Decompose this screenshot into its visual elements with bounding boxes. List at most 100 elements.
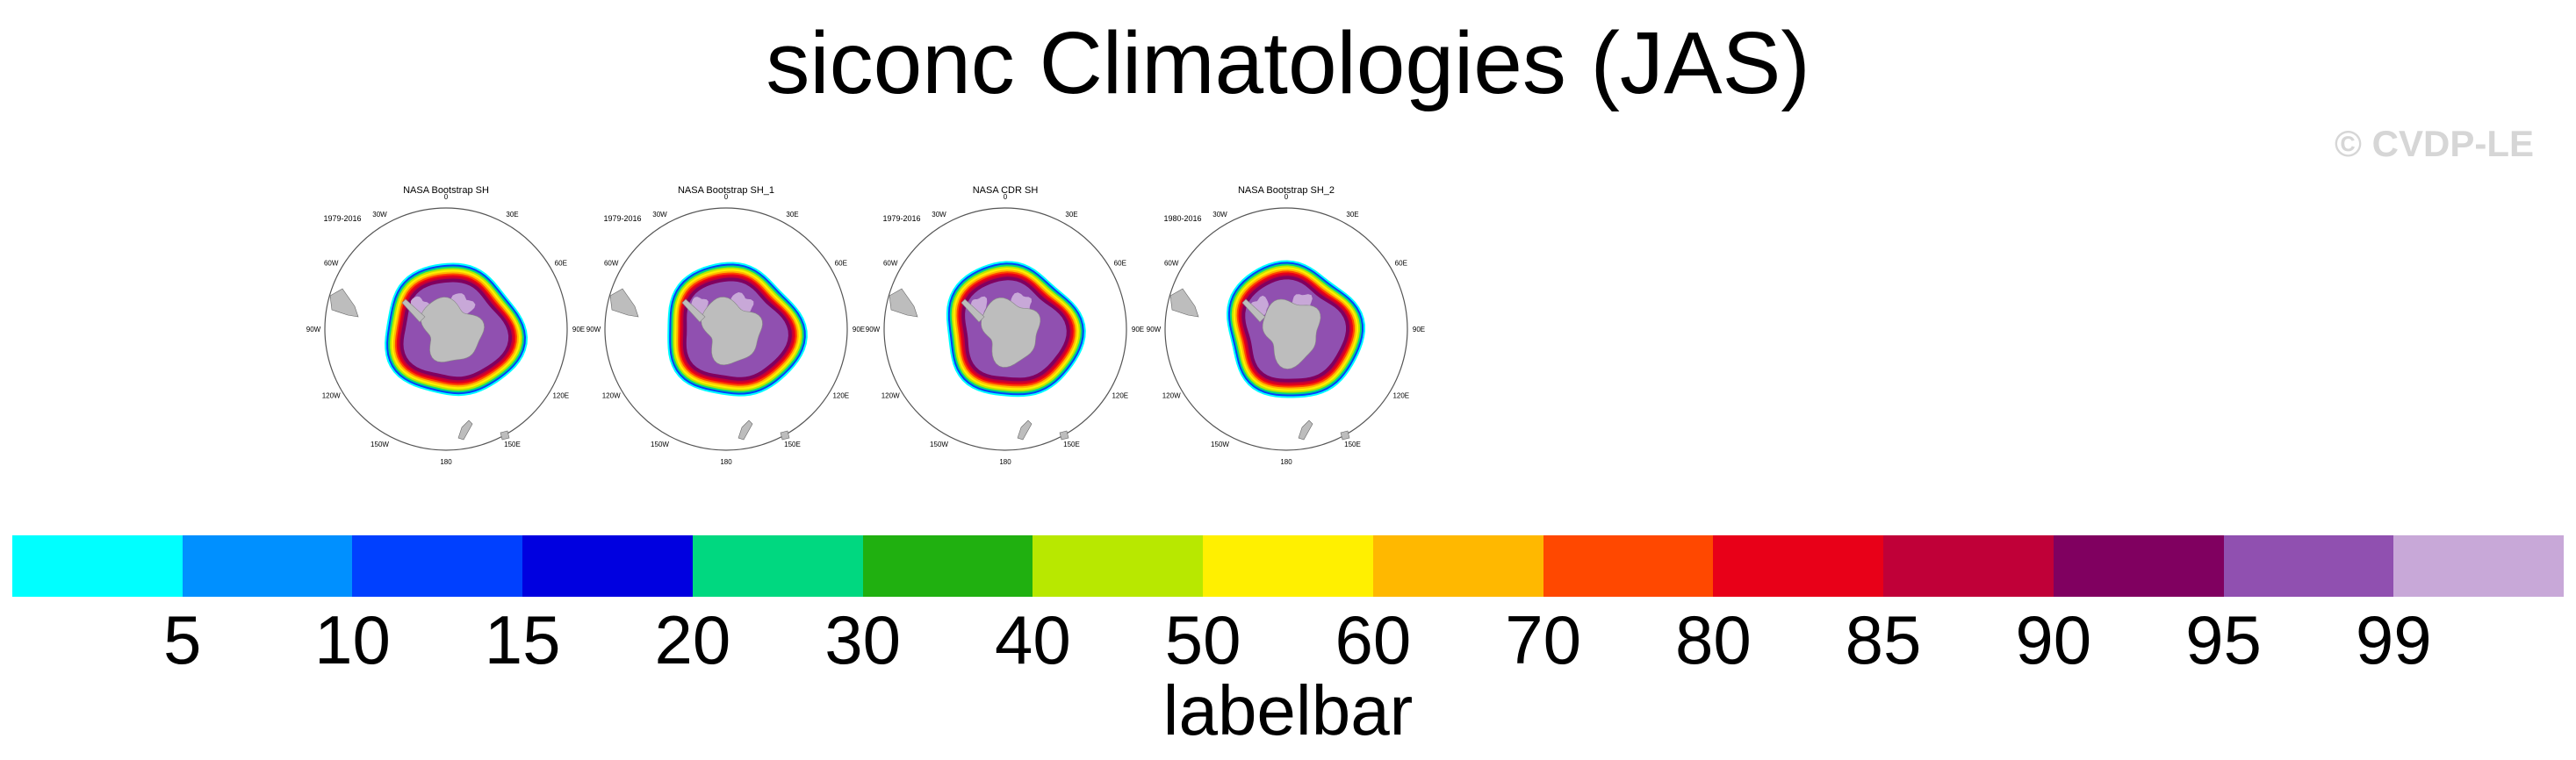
colorbar-box (1372, 535, 1543, 597)
longitude-label: 150E (784, 441, 801, 448)
colorbar-box (1203, 535, 1373, 597)
south-america-land (329, 288, 359, 318)
map-panel: NASA CDR SH 1979-2016 0 30E 60E 90E 120E 150E 18… (866, 185, 1144, 466)
colorbar-tick-label: 40 (995, 601, 1071, 678)
longitude-label: 30W (932, 211, 946, 219)
longitude-label: 180 (1280, 458, 1292, 466)
colorbar-tick-label: 99 (2355, 601, 2432, 678)
longitude-label: 60W (324, 260, 339, 268)
longitude-label: 180 (440, 458, 452, 466)
longitude-label: 0 (724, 193, 729, 201)
tasmania-land (500, 430, 510, 441)
panel-years: 1979-2016 (603, 214, 641, 223)
south-america-land (609, 288, 639, 318)
colorbar-box (352, 535, 523, 597)
longitude-label: 90W (1147, 326, 1162, 333)
longitude-label: 150E (1063, 441, 1080, 448)
longitude-label: 60E (835, 260, 847, 268)
longitude-label: 90E (1132, 326, 1144, 333)
new-zealand-land (457, 419, 473, 441)
panel-title: NASA Bootstrap SH_2 (1238, 185, 1335, 196)
longitude-label: 120E (832, 392, 849, 400)
colorbar-tick-label: 30 (824, 601, 902, 678)
longitude-label: 120W (881, 392, 900, 400)
antarctica-land (1262, 298, 1321, 369)
south-america-land (1169, 288, 1199, 318)
longitude-label: 30W (372, 211, 387, 219)
colorbar-tick-label: 70 (1505, 601, 1581, 678)
panel-years: 1979-2016 (882, 214, 920, 223)
colorbar-box (2393, 535, 2565, 597)
panel-title: NASA CDR SH (973, 185, 1039, 196)
longitude-label: 90E (572, 326, 585, 333)
longitude-label: 60W (1164, 260, 1179, 268)
antarctic-peninsula (961, 298, 985, 323)
longitude-label: 30E (506, 211, 518, 219)
longitude-label: 60E (1114, 260, 1126, 268)
colorbar-box (182, 535, 353, 597)
longitude-label: 90W (306, 326, 321, 333)
longitude-label: 90W (866, 326, 881, 333)
longitude-label: 120E (1112, 392, 1128, 400)
colorbar-box (1543, 535, 1714, 597)
colorbar-box (1883, 535, 2054, 597)
longitude-label: 120W (322, 392, 341, 400)
longitude-label: 90W (586, 326, 601, 333)
longitude-label: 30W (652, 211, 667, 219)
colorbar-box (2053, 535, 2224, 597)
antarctica-land (981, 297, 1041, 368)
antarctic-peninsula (401, 298, 426, 323)
longitude-label: 120W (602, 392, 621, 400)
longitude-label: 150W (930, 441, 948, 448)
panel-years: 1979-2016 (323, 214, 361, 223)
longitude-label: 180 (720, 458, 732, 466)
map-panel: NASA Bootstrap SH_2 1980-2016 0 30E 60E 90E 12… (1147, 185, 1425, 466)
longitude-label: 30E (1065, 211, 1077, 219)
longitude-label: 60E (555, 260, 567, 268)
colorbar-tick-label: 50 (1164, 601, 1241, 678)
new-zealand-land (1298, 419, 1313, 441)
longitude-label: 0 (1284, 193, 1289, 201)
new-zealand-land (1017, 419, 1033, 441)
longitude-label: 30E (786, 211, 798, 219)
longitude-label: 0 (444, 193, 449, 201)
longitude-label: 120W (1162, 392, 1181, 400)
figure-title: siconc Climatologies (JAS) (766, 14, 1810, 112)
colorbar-box (12, 535, 183, 597)
antarctica-land (420, 297, 485, 362)
colorbar-box (862, 535, 1033, 597)
colorbar-tick-label: 90 (2015, 601, 2092, 678)
longitude-label: 30W (1212, 211, 1227, 219)
colorbar-box (1713, 535, 1884, 597)
longitude-label: 150W (651, 441, 669, 448)
antarctica-land (701, 297, 763, 366)
longitude-label: 90E (853, 326, 865, 333)
watermark: © CVDP-LE (2335, 123, 2534, 164)
longitude-label: 0 (1004, 193, 1008, 201)
map-panels: NASA Bootstrap SH 1979-2016 0 30E 60E 90E 120E… (306, 185, 1425, 466)
map-panel: NASA Bootstrap SH_1 1979-2016 0 30E 60E 90E 12… (586, 185, 865, 466)
colorbar-tick-label: 80 (1674, 601, 1752, 678)
tasmania-land (780, 430, 790, 441)
longitude-label: 90E (1413, 326, 1425, 333)
longitude-label: 60W (883, 260, 898, 268)
colorbar-tick-label: 60 (1335, 601, 1412, 678)
longitude-label: 120E (1392, 392, 1409, 400)
longitude-label: 120E (552, 392, 569, 400)
longitude-label: 150W (1211, 441, 1229, 448)
south-america-land (889, 288, 918, 318)
panel-title: NASA Bootstrap SH_1 (678, 185, 774, 196)
colorbar-tick-label: 95 (2185, 601, 2262, 678)
colorbar-tick-label: 15 (484, 601, 561, 678)
longitude-label: 150W (371, 441, 389, 448)
longitude-label: 150E (1344, 441, 1361, 448)
longitude-label: 60W (604, 260, 619, 268)
colorbar-tick-label: 5 (163, 601, 202, 678)
tasmania-land (1059, 430, 1069, 441)
colorbar-box (692, 535, 863, 597)
colorbar-tick-label: 10 (314, 601, 391, 678)
tasmania-land (1340, 430, 1350, 441)
panel-years: 1980-2016 (1163, 214, 1201, 223)
colorbar-tick-label: 20 (654, 601, 731, 678)
longitude-label: 150E (504, 441, 521, 448)
